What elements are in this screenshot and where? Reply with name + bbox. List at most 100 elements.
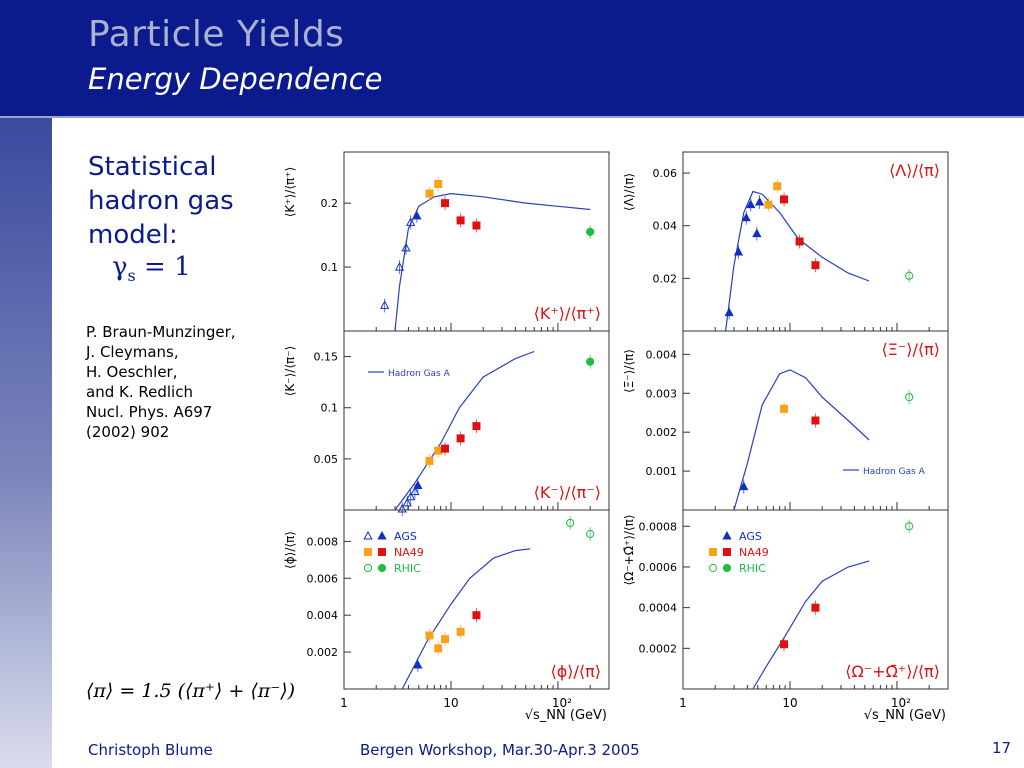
y-tick-label: 0.04 <box>653 220 678 233</box>
data-point <box>905 393 914 402</box>
data-point <box>377 530 387 540</box>
gamma-symbol: γ <box>112 252 128 282</box>
footer-event: Bergen Workshop, Mar.30-Apr.3 2005 <box>360 741 640 759</box>
data-point <box>406 217 416 226</box>
y-axis-title: ⟨Ξ⁻⟩/⟨π⟩ <box>622 349 636 393</box>
data-point <box>741 212 751 222</box>
data-point <box>441 635 450 644</box>
model-legend-label: Hadron Gas A <box>388 369 451 379</box>
model-curve <box>401 548 531 690</box>
y-tick-label: 0.001 <box>646 465 678 478</box>
x-tick-label: 10 <box>443 696 458 710</box>
data-point <box>412 210 422 220</box>
data-point <box>746 199 756 209</box>
data-point <box>380 300 390 309</box>
data-point <box>722 530 732 540</box>
chart-panel-xi-pi: 0.001 0.002 0.003 0.004 ⟨Ξ⁻⟩/⟨π⟩ ⟨Ξ⁻⟩/⟨π⟩ <box>622 330 949 511</box>
y-tick-label: 0.0004 <box>639 602 678 615</box>
y-tick-label: 0.02 <box>653 272 678 285</box>
data-point <box>441 199 450 208</box>
chart-panel-k-pi-: 0.05 0.1 0.15 ⟨K⁻⟩/⟨π⁻⟩ ⟨K⁻⟩/⟨π⁻⟩ <box>283 330 610 516</box>
data-point <box>905 271 914 280</box>
chart-panel-k-pi-: 0.1 0.2 ⟨K⁺⟩/⟨π⁺⟩ ⟨K⁺⟩/⟨π⁺⟩ <box>283 151 610 332</box>
data-point <box>394 262 405 271</box>
data-point <box>363 530 373 540</box>
data-point <box>413 659 423 669</box>
footer-author: Christoph Blume <box>88 741 213 759</box>
data-point <box>724 307 734 317</box>
data-point <box>425 189 434 198</box>
slide-subtitle: Energy Dependence <box>88 62 383 96</box>
data-point <box>739 481 749 491</box>
data-point <box>472 221 481 230</box>
data-point <box>733 246 744 256</box>
heading-line: model: <box>88 220 178 250</box>
data-point <box>780 640 789 649</box>
panel-label: ⟨Λ⟩/⟨π⟩ <box>889 161 940 180</box>
y-axis-title: ⟨Λ⟩/⟨π⟩ <box>622 173 636 211</box>
x-axis-title: √s_NN (GeV) <box>864 708 946 723</box>
x-tick-label: 10² <box>552 696 572 710</box>
slide-title: Particle Yields <box>88 14 345 55</box>
reference-line: P. Braun-Munzinger, <box>86 323 236 341</box>
reference-line: H. Oeschler, <box>86 363 178 381</box>
data-point <box>709 548 717 556</box>
data-point <box>456 434 465 443</box>
legend-label: RHIC <box>394 562 421 575</box>
data-point <box>413 480 423 489</box>
page-number: 17 <box>992 739 1012 757</box>
data-point <box>586 227 595 237</box>
y-tick-label: 0.05 <box>314 453 339 466</box>
data-point <box>811 261 820 270</box>
data-point <box>456 216 465 225</box>
data-point <box>780 404 789 413</box>
model-curve <box>394 350 535 511</box>
data-point <box>754 196 765 206</box>
gamma-value: = 1 <box>135 252 191 282</box>
panel-label: ⟨Ξ⁻⟩/⟨π⟩ <box>881 340 940 359</box>
data-point <box>472 422 481 431</box>
data-point <box>708 563 718 573</box>
data-point <box>434 644 443 653</box>
data-point <box>764 200 773 209</box>
y-tick-label: 0.008 <box>307 535 339 548</box>
y-tick-label: 0.0008 <box>639 520 678 533</box>
data-point <box>406 491 416 501</box>
x-tick-label: 10 <box>782 696 797 710</box>
reference-line: Nucl. Phys. A697 <box>86 403 213 421</box>
data-point <box>905 522 914 531</box>
y-tick-label: 0.004 <box>646 348 678 361</box>
y-tick-label: 0.004 <box>307 609 339 622</box>
heading-line: hadron gas <box>88 186 234 216</box>
y-axis-title: ⟨K⁻⟩/⟨π⁻⟩ <box>283 346 297 397</box>
y-axis-title: ⟨K⁺⟩/⟨π⁺⟩ <box>283 167 297 218</box>
model-heading: Statistical hadron gas model: <box>88 150 234 252</box>
data-point <box>378 548 386 556</box>
y-tick-label: 0.002 <box>646 426 678 439</box>
model-curve <box>752 560 870 690</box>
data-point <box>456 627 465 636</box>
y-axis-title: ⟨ϕ⟩/⟨π⟩ <box>283 531 297 569</box>
x-axis-title: √s_NN (GeV) <box>525 708 607 723</box>
reference-line: (2002) 902 <box>86 423 170 441</box>
panel-label: ⟨K⁺⟩/⟨π⁺⟩ <box>534 304 601 323</box>
y-tick-label: 0.006 <box>307 572 339 585</box>
data-point <box>586 529 595 539</box>
chart-panel-lambda-pi: 0.02 0.04 0.06 ⟨Λ⟩/⟨π⟩ ⟨Λ⟩/⟨π⟩ <box>622 151 949 332</box>
data-point <box>401 242 411 252</box>
y-tick-label: 0.1 <box>321 402 339 415</box>
data-point <box>752 228 762 238</box>
gamma-subscript: s <box>127 266 136 286</box>
model-legend-label: Hadron Gas A <box>863 467 926 477</box>
data-point <box>425 456 434 465</box>
data-point <box>811 416 820 425</box>
panel-label: ⟨K⁻⟩/⟨π⁻⟩ <box>534 483 601 502</box>
data-point <box>402 497 412 507</box>
y-tick-label: 0.06 <box>653 167 678 180</box>
x-tick-label: 10² <box>891 696 911 710</box>
data-point <box>586 357 595 366</box>
legend-label: AGS <box>394 530 417 543</box>
slide-header: Particle Yields Energy Dependence <box>0 0 1024 118</box>
reference-block: P. Braun-Munzinger, J. Cleymans, H. Oesc… <box>86 322 236 442</box>
y-tick-label: 0.2 <box>321 197 339 210</box>
